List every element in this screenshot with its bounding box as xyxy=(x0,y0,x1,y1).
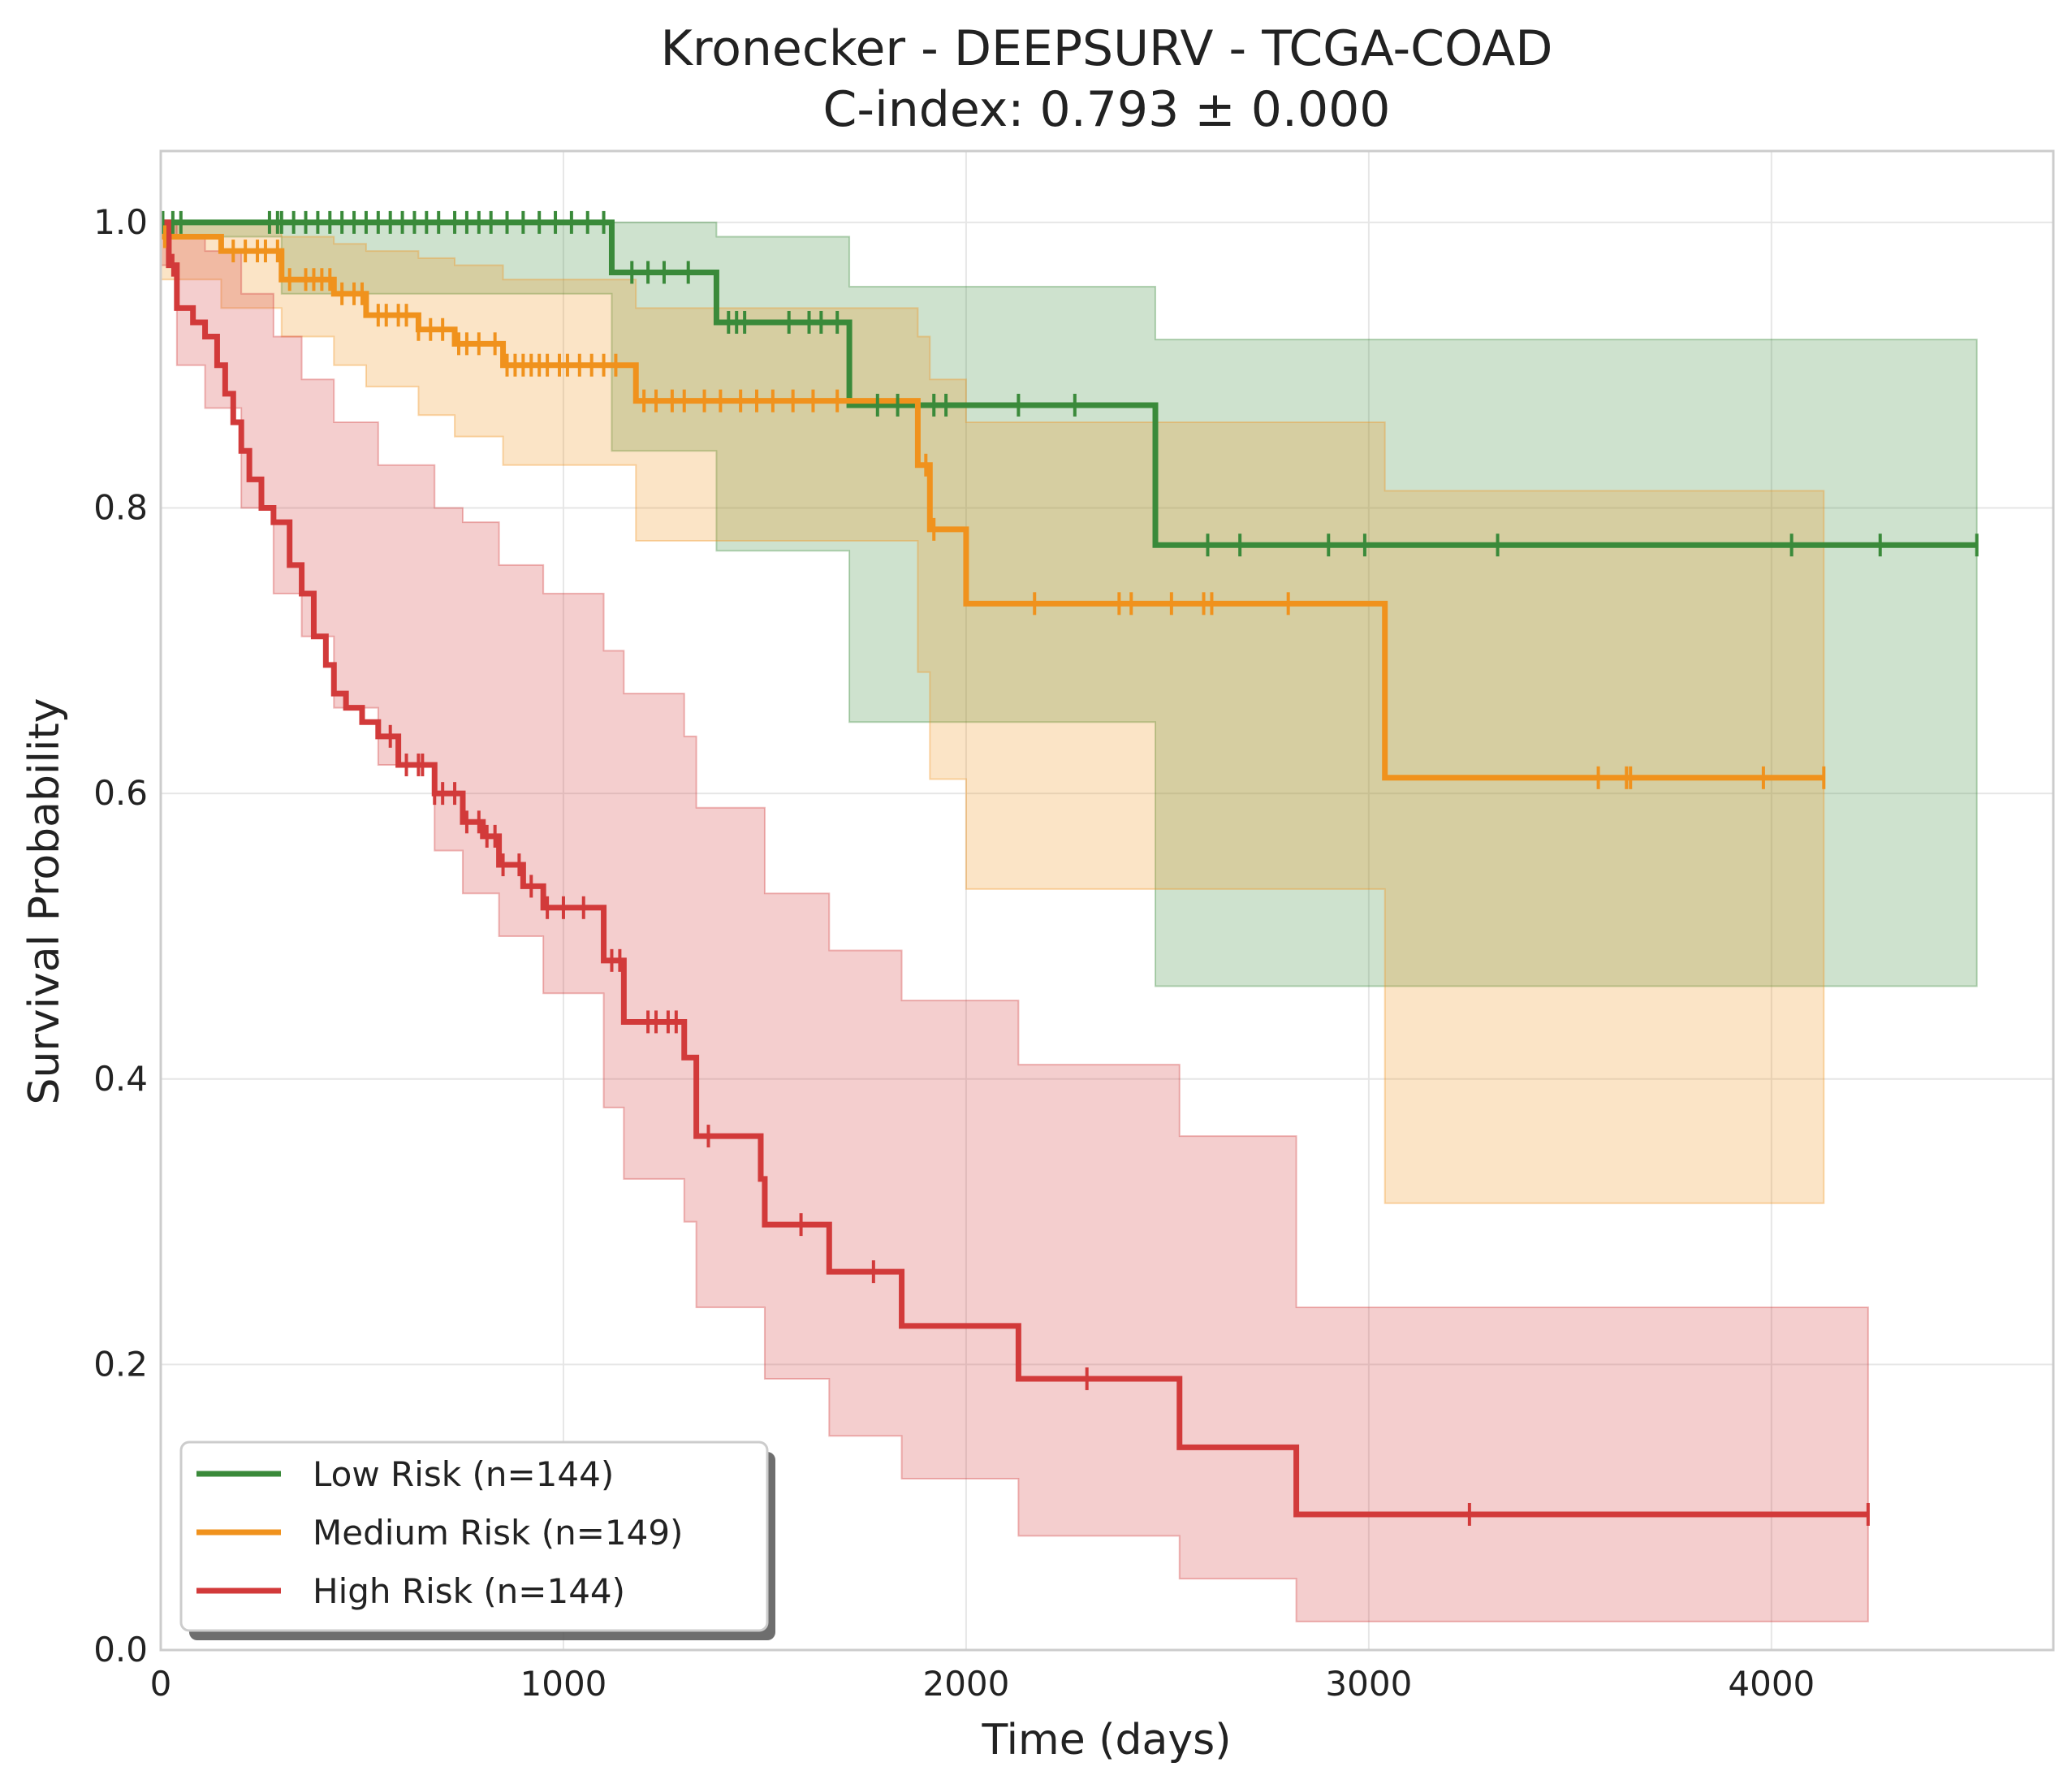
legend-label-series-3: High Risk (n=144) xyxy=(313,1571,625,1611)
y-tick-label: 0.0 xyxy=(93,1630,148,1670)
plot-frame xyxy=(159,149,2055,1652)
x-tick-label: 1000 xyxy=(520,1664,607,1704)
ci-band-series-3 xyxy=(160,221,1869,1622)
survival-line-series-1 xyxy=(161,219,1977,548)
x-tick-label: 3000 xyxy=(1325,1664,1412,1704)
survival-line-series-3 xyxy=(161,219,1868,1518)
y-tick-label: 0.8 xyxy=(93,488,148,528)
ci-band-series-2 xyxy=(160,221,1825,1204)
legend-label-series-1: Low Risk (n=144) xyxy=(313,1454,614,1494)
x-ticks: 0 1000 2000 3000 4000 xyxy=(150,1664,1815,1704)
x-axis-label: Time (days) xyxy=(981,1716,1231,1765)
y-ticks: 0.0 0.2 0.4 0.6 0.8 1.0 xyxy=(93,202,148,1670)
x-tick-label: 2000 xyxy=(922,1664,1009,1704)
y-axis-label: Survival Probability xyxy=(20,698,69,1104)
x-tick-label: 0 xyxy=(150,1664,172,1704)
chart-subtitle: C-index: 0.793 ± 0.000 xyxy=(823,81,1391,138)
y-tick-label: 1.0 xyxy=(93,202,148,242)
y-tick-label: 0.6 xyxy=(93,773,148,813)
chart-title: Kronecker - DEEPSURV - TCGA-COAD xyxy=(661,20,1553,77)
legend-box xyxy=(179,1441,769,1632)
x-tick-label: 4000 xyxy=(1728,1664,1815,1704)
legend-label-series-2: Medium Risk (n=149) xyxy=(313,1513,683,1553)
y-tick-label: 0.4 xyxy=(93,1059,148,1099)
y-tick-label: 0.2 xyxy=(93,1344,148,1384)
censor-marks xyxy=(161,210,1979,1526)
legend: Low Risk (n=144) Medium Risk (n=149) High … xyxy=(179,1441,775,1640)
